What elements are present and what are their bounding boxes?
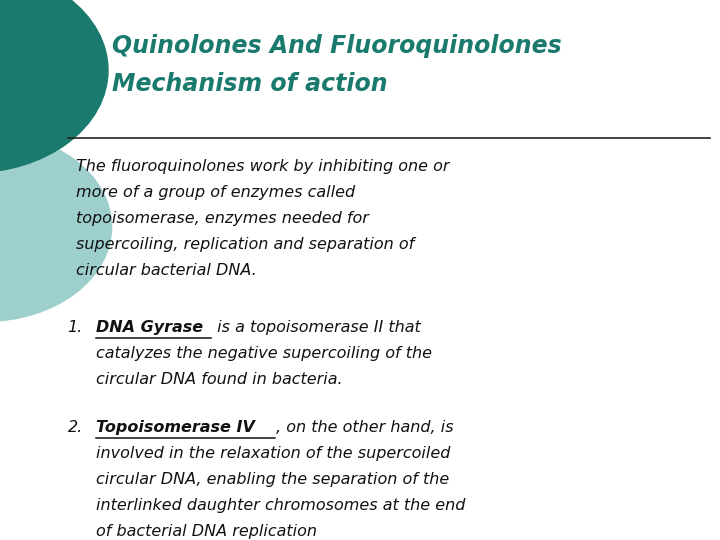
Text: topoisomerase, enzymes needed for: topoisomerase, enzymes needed for — [76, 211, 369, 226]
Text: The fluoroquinolones work by inhibiting one or: The fluoroquinolones work by inhibiting … — [76, 159, 450, 174]
Text: Mechanism of action: Mechanism of action — [112, 72, 387, 96]
Text: circular DNA found in bacteria.: circular DNA found in bacteria. — [96, 372, 343, 387]
Text: circular DNA, enabling the separation of the: circular DNA, enabling the separation of… — [96, 472, 449, 487]
Text: Quinolones And Fluoroquinolones: Quinolones And Fluoroquinolones — [112, 34, 562, 58]
Text: more of a group of enzymes called: more of a group of enzymes called — [76, 185, 356, 200]
Text: DNA Gyrase: DNA Gyrase — [96, 320, 203, 335]
Text: , on the other hand, is: , on the other hand, is — [276, 420, 454, 435]
Text: 2.: 2. — [68, 420, 83, 435]
Text: Topoisomerase IV: Topoisomerase IV — [96, 420, 255, 435]
Text: catalyzes the negative supercoiling of the: catalyzes the negative supercoiling of t… — [96, 346, 432, 361]
Text: circular bacterial DNA.: circular bacterial DNA. — [76, 263, 257, 278]
Text: is a topoisomerase II that: is a topoisomerase II that — [212, 320, 421, 335]
Text: supercoiling, replication and separation of: supercoiling, replication and separation… — [76, 237, 415, 252]
Circle shape — [0, 0, 108, 173]
Text: of bacterial DNA replication: of bacterial DNA replication — [96, 524, 317, 539]
Circle shape — [0, 132, 112, 321]
Text: 1.: 1. — [68, 320, 83, 335]
Text: interlinked daughter chromosomes at the end: interlinked daughter chromosomes at the … — [96, 498, 465, 513]
Text: involved in the relaxation of the supercoiled: involved in the relaxation of the superc… — [96, 446, 450, 461]
